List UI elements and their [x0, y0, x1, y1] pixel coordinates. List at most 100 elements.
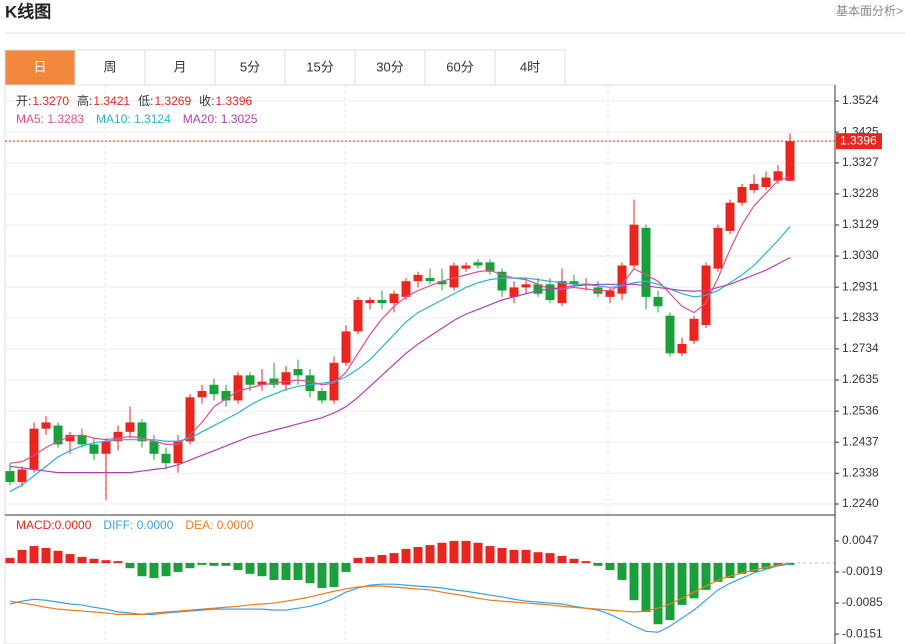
macd-bar [533, 552, 543, 564]
y-tick-label: 1.2635 [842, 372, 879, 386]
tab-label[interactable]: 4时 [520, 59, 540, 74]
legend-text: 1.3270 [32, 94, 69, 108]
legend-text: 收: [199, 94, 214, 108]
legend-text: 1.3269 [154, 94, 191, 108]
macd-bar [413, 547, 423, 564]
legend-text: MA5: 1.3283 [16, 112, 84, 126]
y-tick-label: 1.3030 [842, 248, 879, 262]
candle-body [101, 441, 111, 454]
legend-text: 1.3396 [215, 94, 252, 108]
macd-bar [401, 548, 411, 564]
tab-label[interactable]: 5分 [240, 59, 260, 74]
macd-bar [449, 540, 459, 564]
candle-body [521, 284, 531, 288]
y-tick-label: 1.2833 [842, 310, 879, 324]
tab-label[interactable]: 60分 [446, 59, 473, 74]
macd-bar [329, 563, 339, 588]
y-tick-label: 1.3524 [842, 93, 879, 107]
candle-body [569, 281, 579, 285]
candle-body [485, 262, 495, 272]
macd-bar [5, 557, 15, 564]
legend-text: MA20: 1.3025 [183, 112, 258, 126]
candle-body [473, 262, 483, 266]
macd-bar [701, 563, 711, 590]
tab-label[interactable]: 月 [173, 59, 186, 74]
y-tick-label: -0.0151 [842, 626, 883, 640]
macd-bar [473, 542, 483, 564]
candle-body [257, 381, 267, 385]
candle-body [725, 202, 735, 231]
macd-bar [17, 549, 27, 564]
macd-bar [509, 549, 519, 564]
tab-label[interactable]: 日 [33, 59, 46, 74]
tab[interactable] [74, 49, 146, 86]
candle-body [149, 441, 159, 454]
candle-body [437, 281, 447, 285]
macd-bar [245, 563, 255, 574]
legend-text: MA10: 1.3124 [96, 112, 171, 126]
macd-bar [617, 563, 627, 580]
macd-bar [653, 563, 663, 625]
candle-body [317, 391, 327, 401]
candle-body [161, 453, 171, 464]
macd-bar [545, 553, 555, 564]
y-tick-label: -0.0019 [842, 564, 883, 578]
macd-bar [161, 563, 171, 577]
macd-bar [665, 563, 675, 620]
macd-bar [749, 563, 759, 572]
y-tick-label: 1.2734 [842, 341, 879, 355]
macd-bar [461, 540, 471, 564]
tab[interactable] [354, 49, 426, 86]
candle-body [233, 375, 243, 401]
macd-line [9, 562, 791, 615]
macd-bar [713, 563, 723, 582]
candle-body [293, 369, 303, 376]
macd-bar [305, 563, 315, 584]
legend-text: 开: [16, 94, 31, 108]
candle-body [461, 265, 471, 269]
tab-label[interactable]: 周 [103, 59, 116, 74]
candle-body [29, 428, 39, 470]
candle-body [389, 293, 399, 304]
tab[interactable] [494, 49, 566, 86]
macd-bar [113, 561, 123, 564]
macd-bar [173, 563, 183, 572]
macd-bar [365, 556, 375, 564]
macd-bar [257, 563, 267, 577]
candle-body [281, 372, 291, 385]
tab-label[interactable]: 15分 [306, 59, 333, 74]
macd-bar [629, 563, 639, 601]
candle-body [401, 281, 411, 297]
candle-body [353, 300, 363, 332]
candle-body [749, 183, 759, 191]
y-tick-label: -0.0085 [842, 595, 883, 609]
candle-body [653, 296, 663, 307]
candle-body [605, 290, 615, 297]
candle-body [269, 378, 279, 385]
candle-body [377, 300, 387, 304]
legend-text: 高: [77, 93, 92, 108]
candle-body [341, 331, 351, 363]
macd-bar [149, 563, 159, 579]
macd-bar [41, 547, 51, 564]
macd-bar [269, 563, 279, 580]
ma-line [9, 226, 791, 492]
macd-bar [293, 563, 303, 580]
macd-bar [593, 563, 603, 566]
macd-bar [125, 563, 135, 569]
last-price-tag [836, 133, 882, 150]
macd-bar [77, 556, 87, 564]
tab-label[interactable]: 30分 [376, 59, 403, 74]
candle-body [173, 441, 183, 464]
fundamental-link[interactable]: 基本面分析> [836, 4, 903, 18]
candle-body [761, 177, 771, 188]
macd-bar [737, 563, 747, 574]
macd-bar [605, 563, 615, 571]
candle-body [665, 315, 675, 354]
ma-line [9, 176, 791, 464]
candle-body [545, 284, 555, 300]
y-tick-label: 1.3327 [842, 155, 879, 169]
macd-bar [377, 555, 387, 564]
